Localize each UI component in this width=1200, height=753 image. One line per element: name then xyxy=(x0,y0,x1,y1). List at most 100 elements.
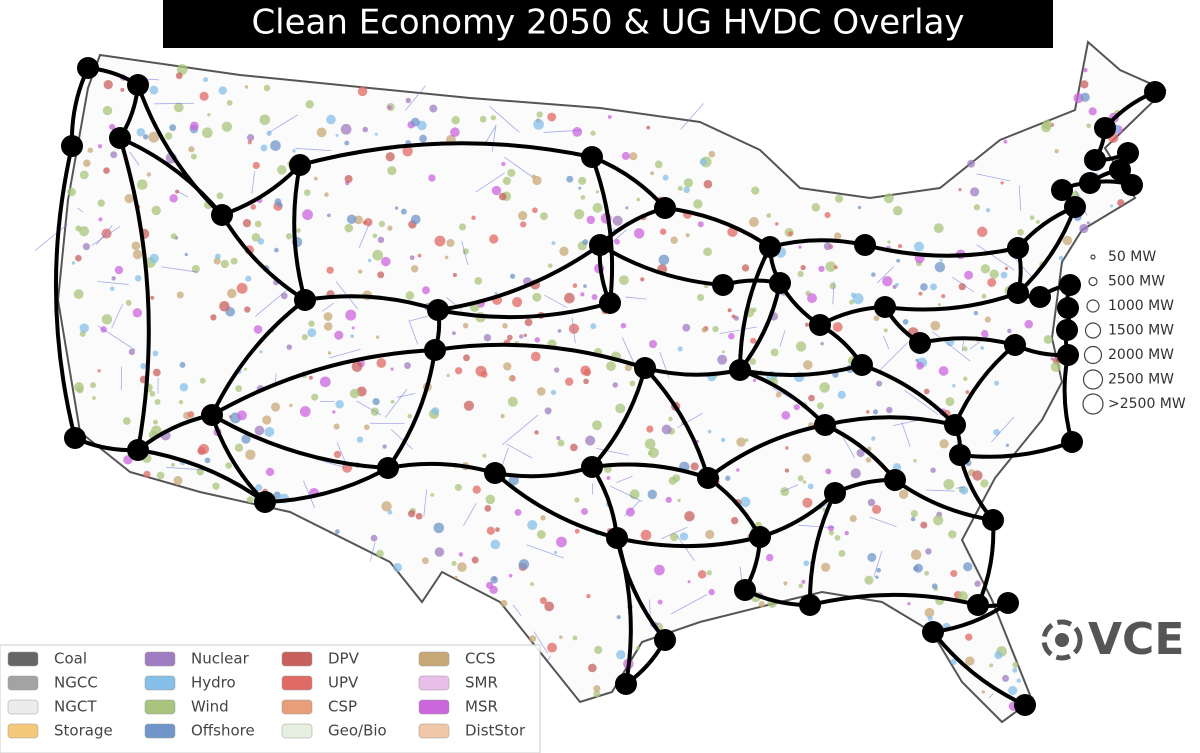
site xyxy=(677,346,683,352)
hvdc-line xyxy=(136,448,267,504)
site xyxy=(980,479,989,488)
site xyxy=(824,212,831,219)
site xyxy=(924,607,935,618)
site xyxy=(572,635,578,641)
hvdc-line xyxy=(298,141,594,167)
site xyxy=(451,331,456,336)
site xyxy=(647,451,652,456)
hvdc-line xyxy=(386,348,437,470)
site xyxy=(394,206,399,210)
site xyxy=(259,350,263,354)
site xyxy=(783,581,788,586)
generation-sites xyxy=(34,64,1125,711)
site xyxy=(246,134,255,142)
site xyxy=(489,585,498,595)
site xyxy=(939,258,943,262)
site xyxy=(532,207,538,214)
site xyxy=(616,650,626,660)
hvdc-node xyxy=(997,592,1019,614)
hvdc-node xyxy=(854,234,876,256)
hvdc-node xyxy=(1117,142,1139,164)
site xyxy=(311,393,319,401)
site xyxy=(173,102,184,113)
site xyxy=(580,292,585,297)
site xyxy=(962,346,968,352)
site xyxy=(807,483,814,490)
site xyxy=(629,380,636,387)
site xyxy=(1079,223,1089,234)
site xyxy=(554,550,558,554)
site xyxy=(583,378,589,385)
site xyxy=(989,269,999,279)
site xyxy=(154,399,161,405)
hvdc-node xyxy=(824,482,846,504)
legend-swatch xyxy=(7,675,39,691)
transmission xyxy=(91,226,121,246)
site xyxy=(668,416,673,422)
hvdc-line xyxy=(893,478,995,522)
site xyxy=(1008,685,1018,696)
site xyxy=(701,327,707,333)
site xyxy=(262,415,272,425)
transmission xyxy=(405,85,426,111)
site xyxy=(965,633,973,641)
hvdc-line xyxy=(615,536,633,686)
logo-core xyxy=(1055,633,1069,647)
site xyxy=(451,560,457,566)
site xyxy=(459,223,467,231)
site xyxy=(973,204,981,211)
site xyxy=(264,426,275,437)
site xyxy=(333,450,342,459)
hvdc-node xyxy=(77,57,99,79)
hvdc-line xyxy=(493,471,619,540)
hvdc-line xyxy=(931,630,1027,707)
site xyxy=(918,291,923,296)
site xyxy=(898,489,909,500)
site xyxy=(434,235,446,247)
size-label: >2500 MW xyxy=(1108,396,1186,412)
site xyxy=(867,498,876,507)
site xyxy=(263,84,271,92)
site xyxy=(1012,667,1018,673)
transmission xyxy=(489,105,520,133)
site xyxy=(296,228,301,233)
site xyxy=(707,429,712,434)
site xyxy=(583,368,591,377)
site xyxy=(367,258,372,263)
site xyxy=(534,430,539,435)
hvdc-line xyxy=(663,206,772,249)
size-label: 1000 MW xyxy=(1108,298,1174,314)
site xyxy=(512,297,523,308)
transmission xyxy=(616,475,633,483)
site xyxy=(244,306,251,313)
hvdc-line xyxy=(738,245,772,372)
site xyxy=(110,286,115,291)
site xyxy=(717,354,728,365)
site xyxy=(529,635,537,643)
logo-swirl xyxy=(1041,619,1083,661)
site xyxy=(1007,328,1012,334)
site xyxy=(237,410,247,421)
transmission xyxy=(178,191,188,198)
site xyxy=(583,284,587,288)
transmission xyxy=(461,240,469,266)
site xyxy=(503,362,512,371)
site xyxy=(615,403,626,414)
site xyxy=(572,283,578,288)
site xyxy=(1086,221,1090,225)
site xyxy=(1062,235,1073,246)
site xyxy=(363,424,370,431)
site xyxy=(965,656,975,666)
site xyxy=(332,410,336,414)
site xyxy=(833,265,838,270)
site xyxy=(752,378,757,382)
hvdc-line xyxy=(738,363,864,378)
site xyxy=(924,570,930,576)
site xyxy=(582,239,589,245)
site xyxy=(446,373,450,378)
site xyxy=(323,312,333,321)
site xyxy=(486,526,495,535)
site xyxy=(489,234,499,244)
site xyxy=(245,449,256,460)
